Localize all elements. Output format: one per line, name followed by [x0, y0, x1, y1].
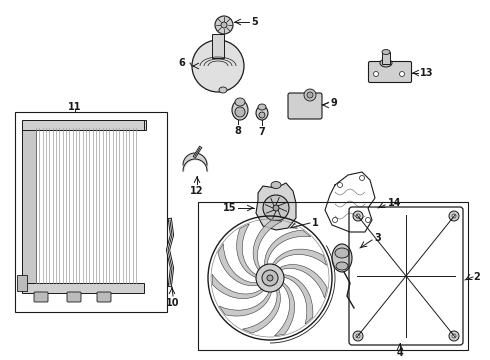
Text: 3: 3 [374, 233, 381, 243]
Ellipse shape [380, 59, 392, 67]
FancyBboxPatch shape [288, 93, 322, 119]
Polygon shape [253, 220, 282, 274]
Text: 11: 11 [68, 102, 82, 112]
Circle shape [263, 195, 289, 221]
Text: 7: 7 [259, 127, 266, 137]
Bar [22, 125, 36, 290]
Ellipse shape [232, 100, 248, 120]
Bar [198, 202, 468, 350]
Text: 15: 15 [223, 203, 237, 213]
Circle shape [256, 264, 284, 292]
Circle shape [221, 22, 227, 28]
Circle shape [452, 334, 456, 338]
Bar [212, 34, 224, 58]
Circle shape [235, 107, 245, 117]
Bar [382, 52, 390, 64]
Text: 4: 4 [396, 348, 403, 358]
Circle shape [356, 214, 360, 218]
FancyBboxPatch shape [34, 292, 48, 302]
Circle shape [399, 72, 405, 77]
Circle shape [452, 214, 456, 218]
Polygon shape [218, 244, 264, 286]
Polygon shape [256, 183, 296, 230]
Polygon shape [220, 286, 272, 316]
Circle shape [449, 211, 459, 221]
Text: 14: 14 [388, 198, 401, 208]
Polygon shape [274, 279, 294, 336]
Bar [17, 275, 27, 291]
Ellipse shape [332, 244, 352, 272]
Circle shape [307, 92, 313, 98]
Bar [22, 283, 144, 293]
Circle shape [338, 183, 343, 188]
Circle shape [333, 217, 338, 222]
Circle shape [215, 16, 233, 34]
Ellipse shape [271, 181, 281, 189]
Circle shape [356, 334, 360, 338]
Text: 8: 8 [235, 126, 242, 136]
Ellipse shape [335, 248, 349, 258]
FancyBboxPatch shape [368, 62, 412, 82]
Circle shape [366, 217, 370, 222]
Circle shape [360, 175, 365, 180]
FancyBboxPatch shape [67, 292, 81, 302]
Polygon shape [275, 265, 327, 298]
Text: 6: 6 [179, 58, 185, 68]
Polygon shape [237, 224, 262, 279]
Bar [36, 120, 146, 130]
Circle shape [304, 89, 316, 101]
Polygon shape [212, 274, 268, 299]
Circle shape [373, 72, 378, 77]
Circle shape [273, 205, 279, 211]
Circle shape [267, 275, 273, 281]
Text: 1: 1 [312, 218, 319, 228]
Polygon shape [270, 249, 327, 270]
Ellipse shape [382, 49, 390, 54]
Ellipse shape [192, 40, 244, 92]
Ellipse shape [235, 98, 245, 106]
Text: 13: 13 [420, 68, 434, 78]
Ellipse shape [219, 87, 227, 93]
Text: 2: 2 [473, 272, 480, 282]
Circle shape [353, 331, 363, 341]
Ellipse shape [336, 262, 348, 270]
Polygon shape [277, 275, 313, 324]
Ellipse shape [258, 104, 266, 110]
Bar [15, 112, 167, 312]
Polygon shape [265, 230, 311, 271]
Ellipse shape [256, 106, 268, 120]
Text: 10: 10 [166, 298, 180, 308]
Text: 5: 5 [251, 17, 258, 27]
Circle shape [353, 211, 363, 221]
Text: 12: 12 [190, 186, 204, 196]
Text: 9: 9 [330, 98, 337, 108]
FancyBboxPatch shape [97, 292, 111, 302]
Bar [22, 120, 144, 130]
Circle shape [262, 270, 278, 286]
Circle shape [259, 112, 265, 118]
Polygon shape [243, 284, 280, 333]
Circle shape [449, 331, 459, 341]
